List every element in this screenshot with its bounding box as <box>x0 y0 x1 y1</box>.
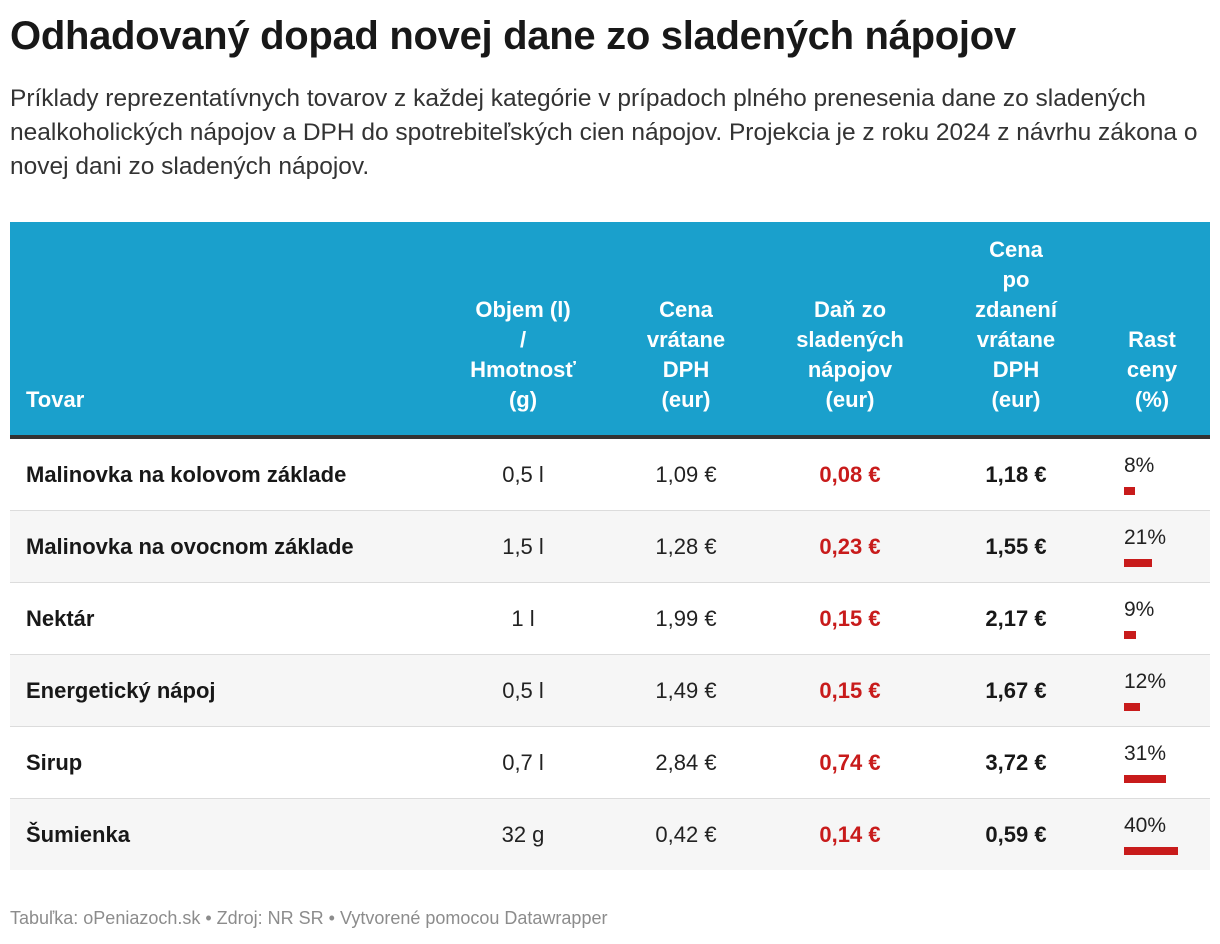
cell-objem: 0,5 l <box>502 678 544 703</box>
growth-label: 9% <box>1124 598 1155 621</box>
growth-label: 12% <box>1124 670 1167 693</box>
header-dan: Daň zo sladených nápojov (eur) <box>770 295 930 415</box>
header-dan-line: (eur) <box>825 387 875 412</box>
table-row: Nektár 1 l 1,99 € 0,15 € 2,17 € 9% <box>10 583 1210 655</box>
cell-objem: 0,5 l <box>502 462 544 487</box>
table-body: Malinovka na kolovom základe 0,5 l 1,09 € 0… <box>10 439 1210 870</box>
header-cena-line: (eur) <box>661 387 711 412</box>
cell-cena-po: 0,59 € <box>985 822 1047 847</box>
header-cena-po-line: (eur) <box>991 387 1041 412</box>
cell-dan: 0,15 € <box>819 678 881 703</box>
cell-cena: 0,42 € <box>655 822 717 847</box>
table-header: Tovar Objem (l) / Hmotnosť (g) Cena vrátane DPH… <box>10 222 1210 439</box>
cell-objem: 32 g <box>501 822 545 847</box>
cell-dan: 0,14 € <box>819 822 881 847</box>
header-cena-line: DPH <box>662 357 710 382</box>
cell-cena: 1,49 € <box>655 678 717 703</box>
cell-objem: 0,7 l <box>502 750 544 775</box>
cell-rast: 9% <box>1124 583 1204 654</box>
cell-cena-po: 3,72 € <box>985 750 1047 775</box>
header-cena-line: Cena <box>659 297 713 322</box>
cell-objem: 1,5 l <box>502 534 544 559</box>
cell-cena: 1,99 € <box>655 606 717 631</box>
header-cena-line: vrátane <box>646 327 726 352</box>
growth-bar <box>1124 487 1135 495</box>
header-objem-line: Objem (l) <box>475 297 571 322</box>
header-rast: Rast ceny (%) <box>1072 325 1220 415</box>
cell-rast: 8% <box>1124 439 1204 510</box>
chart-title: Odhadovaný dopad novej dane zo sladených… <box>10 14 1016 58</box>
cell-rast: 12% <box>1124 655 1204 726</box>
cell-dan: 0,23 € <box>819 534 881 559</box>
cell-rast: 31% <box>1124 727 1204 798</box>
header-tovar: Tovar <box>26 385 84 415</box>
header-objem-line: / <box>519 327 527 352</box>
cell-tovar: Malinovka na kolovom základe <box>26 462 347 487</box>
cell-objem: 1 l <box>511 606 535 631</box>
growth-bar <box>1124 775 1166 783</box>
growth-bar <box>1124 847 1178 855</box>
header-rast-line: (%) <box>1134 387 1170 412</box>
header-objem: Objem (l) / Hmotnosť (g) <box>443 295 603 415</box>
chart-subtitle: Príklady reprezentatívnych tovarov z kaž… <box>10 85 1198 180</box>
growth-label: 31% <box>1124 742 1167 765</box>
growth-label: 8% <box>1124 454 1155 477</box>
header-dan-line: nápojov <box>807 357 893 382</box>
data-table: Tovar Objem (l) / Hmotnosť (g) Cena vrátane DPH… <box>10 222 1210 870</box>
cell-cena-po: 1,55 € <box>985 534 1047 559</box>
cell-cena: 1,09 € <box>655 462 717 487</box>
header-cena-po-line: vrátane <box>976 327 1056 352</box>
cell-cena: 2,84 € <box>655 750 717 775</box>
cell-tovar: Šumienka <box>26 822 130 847</box>
header-cena-po-line: DPH <box>992 357 1040 382</box>
cell-cena: 1,28 € <box>655 534 717 559</box>
cell-tovar: Energetický nápoj <box>26 678 216 703</box>
header-objem-line: Hmotnosť <box>470 357 576 382</box>
growth-bar <box>1124 631 1136 639</box>
header-cena-po-line: zdanení <box>975 297 1057 322</box>
cell-cena-po: 1,18 € <box>985 462 1047 487</box>
cell-dan: 0,74 € <box>819 750 881 775</box>
growth-label: 40% <box>1124 814 1167 837</box>
footer-credits: Tabuľka: oPeniazoch.sk • Zdroj: NR SR • … <box>10 908 608 928</box>
header-objem-line: (g) <box>508 387 538 412</box>
header-cena-po-line: po <box>1002 267 1030 292</box>
header-rast-line: Rast <box>1128 327 1176 352</box>
table-row: Malinovka na ovocnom základe 1,5 l 1,28 € 0… <box>10 511 1210 583</box>
cell-rast: 21% <box>1124 511 1204 582</box>
growth-bar <box>1124 559 1152 567</box>
table-row: Energetický nápoj 0,5 l 1,49 € 0,15 € 1,67 €… <box>10 655 1210 727</box>
header-cena: Cena vrátane DPH (eur) <box>606 295 766 415</box>
cell-cena-po: 1,67 € <box>985 678 1047 703</box>
cell-dan: 0,08 € <box>819 462 881 487</box>
cell-tovar: Nektár <box>26 606 95 631</box>
header-rast-line: ceny <box>1126 357 1178 382</box>
cell-dan: 0,15 € <box>819 606 881 631</box>
header-dan-line: Daň zo <box>813 297 887 322</box>
table-row: Malinovka na kolovom základe 0,5 l 1,09 € 0… <box>10 439 1210 511</box>
header-cena-po-line: Cena <box>989 237 1043 262</box>
header-cena-po: Cena po zdanení vrátane DPH (eur) <box>936 235 1096 415</box>
growth-label: 21% <box>1124 526 1167 549</box>
cell-tovar: Malinovka na ovocnom základe <box>26 534 354 559</box>
table-row: Šumienka 32 g 0,42 € 0,14 € 0,59 € 40% <box>10 799 1210 870</box>
header-dan-line: sladených <box>796 327 904 352</box>
header-tovar-line: Tovar <box>26 387 85 412</box>
table-row: Sirup 0,7 l 2,84 € 0,74 € 3,72 € 31% <box>10 727 1210 799</box>
cell-tovar: Sirup <box>26 750 83 775</box>
cell-rast: 40% <box>1124 799 1204 870</box>
growth-bar <box>1124 703 1140 711</box>
cell-cena-po: 2,17 € <box>985 606 1047 631</box>
